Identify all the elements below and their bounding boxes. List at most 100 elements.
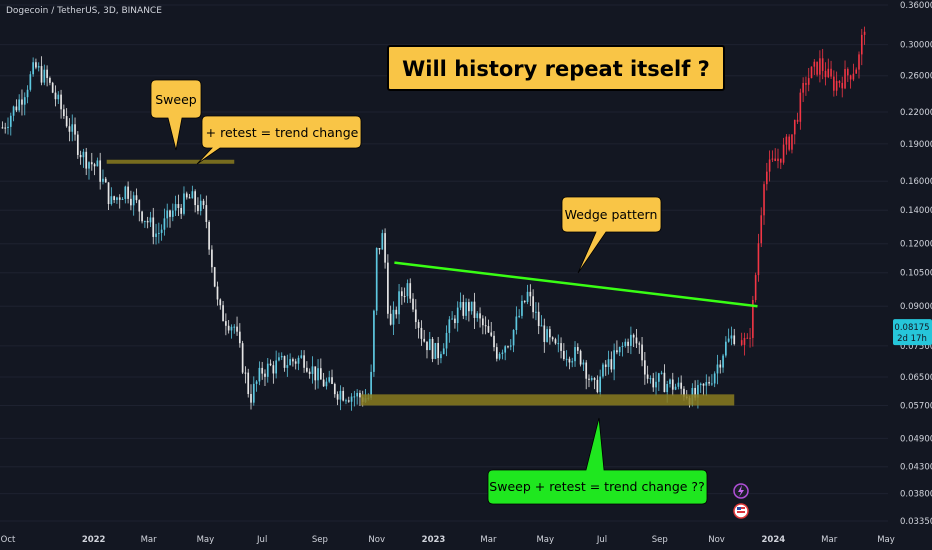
candle-body	[551, 337, 554, 340]
wedge-line	[394, 261, 758, 308]
candle-body	[827, 68, 830, 78]
candle-body	[582, 362, 585, 365]
price-axis[interactable]: 0.36000 0.30000 0.26000 0.22000 0.19000 0.160…	[900, 1, 932, 527]
headline-callout: Will history repeat itself ?	[387, 45, 725, 91]
candle-body	[807, 78, 810, 85]
candle-body	[743, 338, 746, 345]
question-label: Sweep + retest = trend change ??	[489, 479, 704, 494]
candle-body	[110, 196, 113, 205]
candle-body	[805, 83, 807, 85]
candle-body	[208, 221, 210, 250]
candle-body	[635, 337, 638, 344]
candle-body	[132, 195, 135, 206]
candle-body	[437, 343, 440, 359]
candle-body	[821, 58, 824, 71]
candle-body	[863, 31, 866, 35]
sweep-label: Sweep	[155, 92, 197, 107]
candle-body	[788, 136, 790, 150]
candle-body	[188, 197, 191, 199]
price-tick-label: 0.07500	[900, 342, 932, 352]
candle-body	[768, 159, 771, 172]
candle-body	[227, 325, 230, 331]
candle-body	[191, 191, 194, 199]
candle-body	[146, 220, 149, 223]
candle-body	[23, 97, 26, 105]
candle-body	[699, 383, 702, 386]
symbol-title: Dogecoin / TetherUS, 3D, BINANCE	[6, 6, 162, 16]
candle-body	[694, 387, 696, 398]
candle-body	[660, 372, 663, 374]
candle-body	[339, 390, 342, 400]
candle-body	[303, 355, 305, 368]
candle-body	[602, 364, 604, 377]
candle-body	[420, 327, 423, 339]
candle-body	[674, 386, 677, 390]
candle-body	[250, 394, 252, 403]
candle-body	[445, 332, 448, 349]
candle-body	[155, 233, 157, 237]
projection-candles	[740, 26, 866, 356]
candle-body	[319, 368, 322, 380]
candle-body	[671, 379, 674, 390]
candle-body	[785, 136, 788, 145]
candle-body	[406, 283, 409, 297]
candle-body	[440, 354, 442, 359]
candle-body	[824, 70, 827, 78]
candle-body	[515, 316, 518, 330]
candle-body	[333, 383, 336, 395]
candle-body	[185, 193, 188, 198]
candle-body	[398, 291, 400, 315]
candle-body	[43, 69, 46, 83]
candle-body	[677, 382, 680, 387]
time-tick-label: Jul	[596, 535, 607, 545]
time-tick-label: Nov	[708, 535, 725, 545]
candle-body	[604, 364, 607, 367]
candle-body	[579, 350, 582, 365]
candle-body	[518, 315, 521, 317]
candle-body	[82, 151, 85, 158]
candle-body	[590, 378, 593, 380]
candle-body	[816, 61, 818, 75]
candle-body	[278, 357, 280, 361]
time-axis[interactable]: Oct 2022 Mar May Jul Sep Nov 2023 Mar May Jul Sep No…	[1, 535, 895, 545]
candle-body	[325, 381, 328, 387]
candle-body	[596, 379, 599, 393]
candle-body	[722, 355, 724, 368]
candle-body	[535, 311, 537, 313]
candle-body	[247, 372, 250, 395]
flag-icon[interactable]	[733, 503, 749, 519]
candle-body	[680, 382, 683, 389]
candle-body	[107, 182, 110, 205]
candle-body	[166, 210, 169, 219]
candle-body	[18, 99, 21, 111]
candle-body	[169, 210, 171, 217]
candle-body	[740, 340, 743, 345]
candle-body	[568, 358, 571, 363]
candle-body	[498, 353, 501, 359]
candle-body	[766, 171, 768, 185]
candle-body	[537, 311, 540, 327]
candle-body	[40, 66, 43, 83]
candle-body	[311, 366, 314, 374]
candle-body	[409, 283, 412, 299]
candle-body	[400, 291, 403, 297]
candle-body	[46, 69, 48, 78]
candle-body	[135, 195, 138, 201]
candle-body	[697, 385, 699, 398]
candle-body	[852, 73, 855, 80]
candle-body	[74, 124, 76, 135]
candle-body	[417, 322, 420, 328]
current-price-label: 0.08175	[894, 323, 929, 333]
candle-body	[473, 301, 476, 318]
candle-body	[76, 134, 79, 155]
candle-body	[392, 309, 395, 325]
time-tick-label: 2022	[82, 535, 106, 545]
candle-body	[283, 356, 286, 368]
candle-body	[632, 334, 635, 338]
lightning-icon[interactable]	[733, 483, 749, 499]
candle-body	[487, 326, 490, 333]
candle-body	[322, 379, 325, 387]
candle-body	[705, 382, 708, 386]
price-tick-label: 0.36000	[900, 1, 932, 11]
